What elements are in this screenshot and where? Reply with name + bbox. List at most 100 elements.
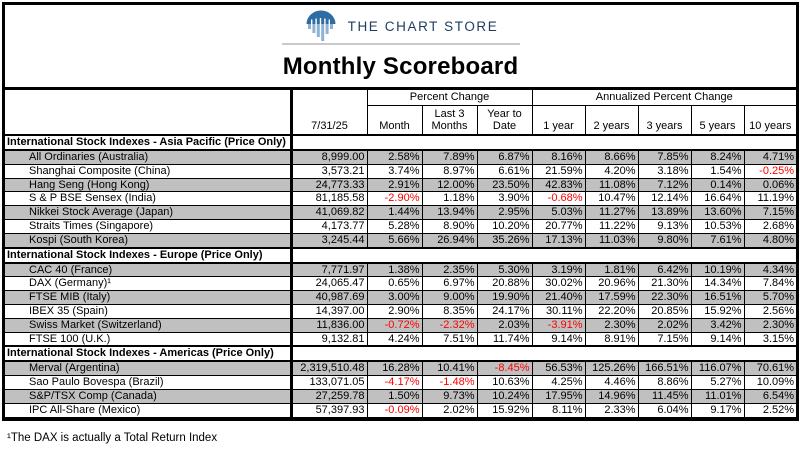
value-cell: 9.80% xyxy=(637,233,692,248)
value-cell: 9,132.81 xyxy=(290,332,367,347)
value-cell: 81,185.58 xyxy=(290,191,367,206)
column-header-2-years: 2 years xyxy=(584,105,639,136)
value-cell: 16.64% xyxy=(690,191,745,206)
value-cell: 8.86% xyxy=(637,375,692,390)
table-row: All Ordinaries (Australia) 8,999.00 2.58% 7… xyxy=(5,150,797,165)
value-cell: 116.07% xyxy=(690,361,745,376)
value-cell: 5.30% xyxy=(476,262,533,277)
value-cell: 4.46% xyxy=(584,375,639,390)
value-cell: 21.30% xyxy=(637,276,692,291)
value-cell: 13.60% xyxy=(690,205,745,220)
value-cell: 12.00% xyxy=(421,178,477,192)
table-row: S&P/TSX Comp (Canada) 27,259.78 1.50% 9.73%… xyxy=(5,389,797,404)
value-cell: 2.95% xyxy=(476,205,533,220)
index-name-cell: S & P BSE Sensex (India) xyxy=(5,191,293,206)
value-cell: 22.30% xyxy=(637,290,692,305)
column-header-month: Month xyxy=(366,105,422,136)
value-cell: 2.33% xyxy=(584,403,639,418)
value-cell: 0.06% xyxy=(743,178,797,192)
value-cell: 20.88% xyxy=(476,276,533,291)
table-row: FTSE 100 (U.K.) 9,132.81 4.24% 7.51% 11.74% 9… xyxy=(5,332,797,347)
table-body: International Stock Indexes - Asia Pacif… xyxy=(5,135,797,418)
table-row: Straits Times (Singapore) 4,173.77 5.28% 8.… xyxy=(5,219,797,234)
table-row: Nikkei Stock Average (Japan) 41,069.82 1.4… xyxy=(5,205,797,220)
value-cell: 1.50% xyxy=(366,389,422,404)
value-cell: 8.11% xyxy=(531,403,586,418)
brand-underline xyxy=(281,43,520,45)
value-cell: 10.19% xyxy=(690,262,745,277)
value-cell: 3.90% xyxy=(476,191,533,206)
index-name-cell: S&P/TSX Comp (Canada) xyxy=(5,389,293,404)
table-row: Hang Seng (Hong Kong) 24,773.33 2.91% 12.00… xyxy=(5,178,797,192)
value-cell: 2.68% xyxy=(743,219,797,234)
section-row: International Stock Indexes - Europe (Pr… xyxy=(5,247,797,263)
value-cell: 24.17% xyxy=(476,304,533,319)
value-cell: -8.45% xyxy=(476,361,533,376)
index-name-cell: FTSE 100 (U.K.) xyxy=(5,332,293,347)
value-cell: 7.84% xyxy=(743,276,797,291)
value-cell: 70.61% xyxy=(743,361,797,376)
table-row: CAC 40 (France) 7,771.97 1.38% 2.35% 5.30% 3.… xyxy=(5,262,797,277)
section-label: International Stock Indexes - Asia Pacif… xyxy=(5,135,293,150)
value-cell: 3.15% xyxy=(743,332,797,347)
value-cell: 17.13% xyxy=(531,233,586,248)
value-cell: 3.42% xyxy=(690,318,745,333)
value-cell: 6.87% xyxy=(476,150,533,165)
table-row: DAX (Germany)¹ 24,065.47 0.65% 6.97% 20.88% 3… xyxy=(5,276,797,291)
value-cell: 19.90% xyxy=(476,290,533,305)
value-cell: 7,771.97 xyxy=(290,262,367,277)
value-cell: 23.50% xyxy=(476,178,533,192)
value-cell: 2.30% xyxy=(584,318,639,333)
index-name-cell: Sao Paulo Bovespa (Brazil) xyxy=(5,375,293,390)
value-cell: 2.02% xyxy=(637,318,692,333)
value-cell: 17.59% xyxy=(584,290,639,305)
value-cell: 17.95% xyxy=(531,389,586,404)
value-cell: 7.15% xyxy=(743,205,797,220)
value-cell: 16.51% xyxy=(690,290,745,305)
value-cell: 10.47% xyxy=(584,191,639,206)
index-name-cell: DAX (Germany)¹ xyxy=(5,276,293,291)
value-cell: 8.24% xyxy=(690,150,745,165)
value-cell: 2.02% xyxy=(421,403,477,418)
value-cell: 11.01% xyxy=(690,389,745,404)
section-label: International Stock Indexes - Americas (… xyxy=(5,346,293,362)
report-header: THE CHART STORE Monthly Scoreboard xyxy=(5,5,796,90)
value-cell: 15.92% xyxy=(476,403,533,418)
value-cell: 5.27% xyxy=(690,375,745,390)
value-cell: 8.66% xyxy=(584,150,639,165)
value-cell: 10.63% xyxy=(476,375,533,390)
section-filler xyxy=(291,346,797,362)
value-cell: 11.19% xyxy=(743,191,797,206)
value-cell: 2.58% xyxy=(366,150,422,165)
table-row: Kospi (South Korea) 3,245.44 5.66% 26.94% 35… xyxy=(5,233,797,248)
value-cell: -1.48% xyxy=(421,375,477,390)
value-cell: 6.61% xyxy=(476,164,533,179)
value-cell: 9.73% xyxy=(421,389,477,404)
value-cell: 3.18% xyxy=(637,164,692,179)
value-cell: 5.03% xyxy=(531,205,586,220)
index-name-cell: IPC All-Share (Mexico) xyxy=(5,403,293,418)
chart-store-logo-icon xyxy=(306,10,336,41)
value-cell: 14.34% xyxy=(690,276,745,291)
index-name-cell: Shanghai Composite (China) xyxy=(5,164,293,179)
dax-footnote: ¹The DAX is actually a Total Return Inde… xyxy=(7,431,218,444)
value-cell: 5.28% xyxy=(366,219,422,234)
value-cell: -0.25% xyxy=(743,164,797,179)
value-cell: 7.12% xyxy=(637,178,692,192)
value-cell: 3.74% xyxy=(366,164,422,179)
value-cell: 1.38% xyxy=(366,262,422,277)
section-label: International Stock Indexes - Europe (Pr… xyxy=(5,247,293,263)
value-cell: 2.90% xyxy=(366,304,422,319)
value-cell: 56.53% xyxy=(531,361,586,376)
value-cell: 3.19% xyxy=(531,262,586,277)
value-cell: 11.22% xyxy=(584,219,639,234)
date-column-header: 7/31/25 xyxy=(291,90,368,136)
value-cell: 11.08% xyxy=(584,178,639,192)
index-name-cell: Hang Seng (Hong Kong) xyxy=(5,178,293,192)
value-cell: 12.14% xyxy=(637,191,692,206)
index-name-cell: CAC 40 (France) xyxy=(5,262,293,277)
value-cell: 7.61% xyxy=(690,233,745,248)
value-cell: 10.20% xyxy=(476,219,533,234)
value-cell: 15.92% xyxy=(690,304,745,319)
value-cell: 42.83% xyxy=(531,178,586,192)
